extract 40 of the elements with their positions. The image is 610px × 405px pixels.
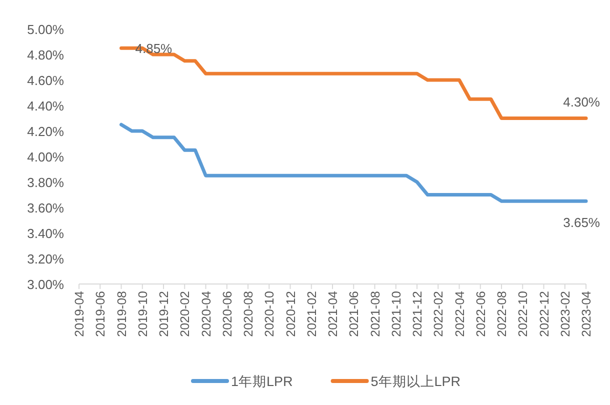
x-tick-label: 2023-04 [580, 290, 594, 337]
x-tick-label: 2019-08 [114, 290, 129, 337]
y-tick-label: 4.60% [27, 73, 64, 88]
x-tick-label: 2021-12 [410, 290, 424, 337]
legend-label: 1年期LPR [231, 374, 294, 389]
x-tick-label: 2022-10 [516, 290, 530, 337]
x-tick-label: 2022-02 [432, 290, 446, 337]
x-tick-label: 2020-04 [199, 290, 214, 337]
x-tick-label: 2020-12 [284, 290, 298, 337]
y-tick-label: 4.00% [27, 150, 64, 164]
y-tick-label: 5.00% [27, 22, 64, 37]
x-tick-label: 2019-04 [72, 290, 86, 337]
x-tick-label: 2019-12 [157, 290, 171, 337]
y-tick-label: 4.80% [27, 48, 64, 62]
legend-label: 5年期以上LPR [370, 374, 461, 389]
x-tick-label: 2021-10 [389, 290, 404, 337]
x-tick-label: 2020-10 [262, 290, 277, 337]
x-tick-label: 2022-04 [452, 290, 467, 337]
y-tick-label: 3.60% [27, 200, 64, 216]
y-tick-label: 3.00% [27, 277, 64, 292]
x-tick-label: 2020-08 [242, 290, 256, 337]
x-tick-label: 2022-12 [537, 290, 552, 337]
y-tick-label: 3.40% [27, 226, 64, 241]
y-tick-label: 4.20% [27, 124, 64, 139]
y-tick-label: 4.40% [27, 98, 64, 114]
x-tick-label: 2021-04 [326, 290, 340, 337]
annotation: 3.65% [563, 215, 600, 230]
x-tick-label: 2021-08 [368, 290, 382, 337]
y-tick-label: 3.80% [27, 175, 64, 190]
x-tick-label: 2020-02 [178, 290, 192, 337]
x-tick-label: 2023-02 [558, 290, 572, 337]
annotation: 4.30% [563, 94, 600, 110]
x-tick-label: 2021-06 [347, 290, 362, 337]
x-tick-label: 2019-10 [136, 290, 150, 337]
x-tick-label: 2020-06 [220, 290, 234, 337]
x-tick-label: 2022-08 [495, 290, 509, 337]
x-tick-label: 2019-06 [94, 290, 108, 337]
x-tick-label: 2021-02 [304, 290, 319, 337]
y-tick-label: 3.20% [27, 252, 64, 266]
x-tick-label: 2022-06 [474, 290, 488, 337]
